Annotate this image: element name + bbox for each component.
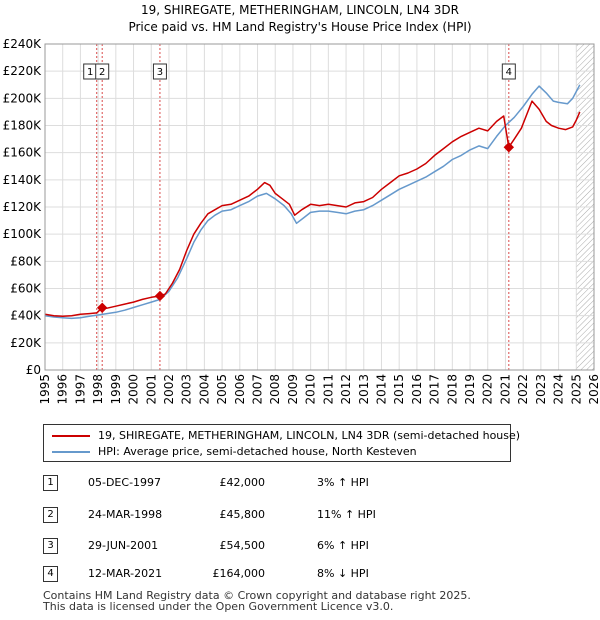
y-tick-label: £140K (3, 173, 43, 187)
x-tick-label: 2023 (534, 374, 548, 405)
marker-label-box (501, 63, 516, 80)
x-tick-label: 2003 (180, 374, 194, 405)
x-tick-label: 1996 (56, 374, 70, 405)
transaction-number: 3 (43, 538, 58, 554)
sale-point-marker (154, 290, 166, 302)
x-tick-label: 2022 (516, 374, 530, 405)
transaction-number: 4 (43, 566, 58, 582)
x-tick-label: 2020 (481, 374, 495, 405)
table-row: 4 12-MAR-2021 £164,000 8% ↓ HPI (0, 566, 600, 586)
y-tick-label: £200K (3, 91, 43, 105)
y-tick-label: £20K (10, 336, 42, 350)
y-tick-label: £60K (10, 282, 42, 296)
sale-point-marker (503, 142, 515, 153)
transaction-hpi-change: 6% ↑ HPI (317, 539, 369, 552)
x-tick-label: 2008 (268, 374, 282, 405)
x-tick-label: 1997 (73, 374, 87, 405)
plot-border (44, 43, 595, 371)
y-tick-label: £100K (3, 227, 43, 241)
marker-label-box (95, 63, 110, 80)
x-tick-label: 2012 (339, 374, 353, 405)
marker-label-box (152, 63, 167, 80)
x-tick-label: 1999 (109, 374, 123, 405)
y-tick-label: £240K (3, 37, 43, 51)
footer: Contains HM Land Registry data © Crown c… (43, 590, 471, 612)
legend-label-property: 19, SHIREGATE, METHERINGHAM, LINCOLN, LN… (98, 429, 521, 442)
x-tick-label: 2009 (286, 374, 300, 405)
x-tick-label: 2006 (233, 374, 247, 405)
x-tick-label: 2017 (428, 374, 442, 405)
x-tick-label: 2004 (197, 374, 211, 405)
x-tick-label: 2013 (357, 374, 371, 405)
transaction-price: £54,500 (219, 539, 266, 552)
x-tick-label: 2016 (410, 374, 424, 405)
transaction-price: £164,000 (212, 567, 266, 580)
marker-label-text: 3 (157, 67, 163, 78)
x-tick-label: 2002 (162, 374, 176, 405)
legend-label-hpi: HPI: Average price, semi-detached house,… (98, 445, 417, 458)
y-tick-label: £40K (10, 309, 42, 323)
marker-label-text: 1 (87, 67, 93, 78)
y-tick-label: £120K (3, 200, 43, 214)
y-tick-label: £160K (3, 146, 43, 160)
transaction-date: 29-JUN-2001 (88, 539, 159, 552)
transaction-price: £45,800 (219, 508, 266, 521)
legend: 19, SHIREGATE, METHERINGHAM, LINCOLN, LN… (43, 424, 520, 462)
x-tick-label: 2011 (321, 374, 335, 405)
x-tick-label: 2025 (569, 374, 583, 405)
x-tick-label: 2014 (374, 374, 388, 405)
x-tick-label: 2007 (251, 374, 265, 405)
x-tick-label: 2001 (144, 374, 158, 405)
y-tick-label: £220K (3, 64, 43, 78)
transaction-hpi-change: 3% ↑ HPI (317, 476, 369, 489)
x-tick-label: 2015 (392, 374, 406, 405)
hpi-series-line (44, 84, 581, 320)
chart-subtitle: Price paid vs. HM Land Registry's House … (128, 20, 471, 34)
chart-title: 19, SHIREGATE, METHERINGHAM, LINCOLN, LN… (141, 3, 459, 17)
x-tick-label: 1998 (91, 374, 105, 405)
sale-point-marker (96, 302, 108, 313)
x-tick-label: 2024 (552, 374, 566, 405)
x-tick-label: 1995 (38, 374, 52, 405)
transaction-price: £42,000 (219, 476, 266, 489)
table-row: 2 24-MAR-1998 £45,800 11% ↑ HPI (0, 507, 600, 527)
legend-swatch-property (52, 435, 90, 437)
x-tick-label: 2018 (445, 374, 459, 405)
footer-copyright: Contains HM Land Registry data © Crown c… (43, 589, 471, 602)
transaction-date: 24-MAR-1998 (88, 508, 163, 521)
legend-swatch-hpi (52, 451, 90, 453)
table-row: 3 29-JUN-2001 £54,500 6% ↑ HPI (0, 538, 600, 558)
price-chart: 19, SHIREGATE, METHERINGHAM, LINCOLN, LN… (3, 3, 600, 405)
table-row: 1 05-DEC-1997 £42,000 3% ↑ HPI (0, 475, 600, 495)
x-tick-label: 2021 (498, 374, 512, 405)
transaction-hpi-change: 11% ↑ HPI (317, 508, 376, 521)
footer-licence: This data is licensed under the Open Gov… (43, 600, 394, 613)
transaction-hpi-change: 8% ↓ HPI (317, 567, 369, 580)
transaction-number: 1 (43, 475, 58, 491)
x-tick-label: 2000 (127, 374, 141, 405)
x-tick-label: 2005 (215, 374, 229, 405)
x-tick-label: 2026 (587, 374, 600, 405)
marker-label-text: 2 (99, 67, 105, 78)
transaction-date: 05-DEC-1997 (88, 476, 162, 489)
y-tick-label: £180K (3, 119, 43, 133)
y-tick-label: £0 (26, 363, 41, 377)
x-tick-label: 2019 (463, 374, 477, 405)
y-tick-label: £80K (10, 254, 42, 268)
marker-label-text: 4 (506, 67, 512, 78)
transaction-date: 12-MAR-2021 (88, 567, 163, 580)
x-tick-label: 2010 (304, 374, 318, 405)
transaction-number: 2 (43, 507, 58, 523)
